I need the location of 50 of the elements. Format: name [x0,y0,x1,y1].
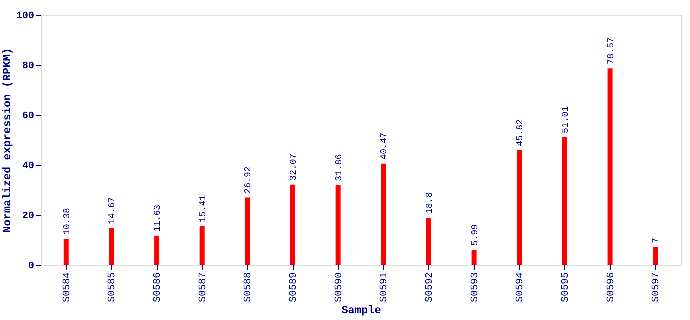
data-label: 31.86 [334,154,344,182]
bar [200,226,205,265]
y-tick-label: 20 [22,212,34,222]
data-label: 78.57 [606,38,616,65]
data-label: 18.8 [424,192,435,214]
x-tick-label: S0585 [108,272,119,303]
bar [109,228,114,265]
x-tick-label: S0597 [652,272,663,303]
bar [517,150,522,265]
x-tick-label: S0593 [470,272,482,303]
x-tick-label: S0587 [198,272,210,303]
bar [426,218,432,265]
x-tick-label: S0586 [153,272,164,303]
data-label: 11.63 [153,204,164,232]
bar [562,137,568,265]
y-axis-title: Normalized expression (RPKM) [2,48,14,233]
data-label: 45.82 [516,119,526,146]
x-tick-label: S0596 [606,272,618,303]
x-axis-title: Sample [342,306,382,318]
data-label: 26.92 [244,166,254,194]
x-tick-label: S0592 [424,272,436,303]
data-label: 5.99 [470,224,480,246]
x-tick-label: S0594 [516,272,527,303]
y-tick-label: 100 [16,12,34,22]
bar [245,198,250,265]
x-tick-label: S0589 [289,272,300,303]
bar [336,185,341,265]
x-tick-label: S0588 [244,272,255,303]
x-tick-label: S0595 [560,272,572,303]
bar [290,184,296,265]
data-label: 14.67 [108,197,118,224]
data-label: 40.47 [380,132,390,160]
data-label: 32.07 [289,154,300,181]
bar [472,250,477,265]
bar [64,239,69,265]
y-tick-label: 40 [22,162,34,172]
x-tick-label: S0591 [380,272,391,303]
bar [154,236,160,265]
x-tick-label: S0590 [334,272,346,303]
y-tick-label: 60 [22,112,34,122]
data-label: 7 [652,238,662,244]
bar [381,164,386,265]
data-label: 15.41 [198,195,208,222]
x-tick-label: S0584 [62,272,74,303]
data-label: 51.01 [560,106,571,134]
bar [653,248,658,265]
bar [608,68,613,265]
y-tick-label: 80 [22,62,34,72]
y-tick-label: 0 [28,262,34,272]
data-label: 10.38 [62,208,72,236]
